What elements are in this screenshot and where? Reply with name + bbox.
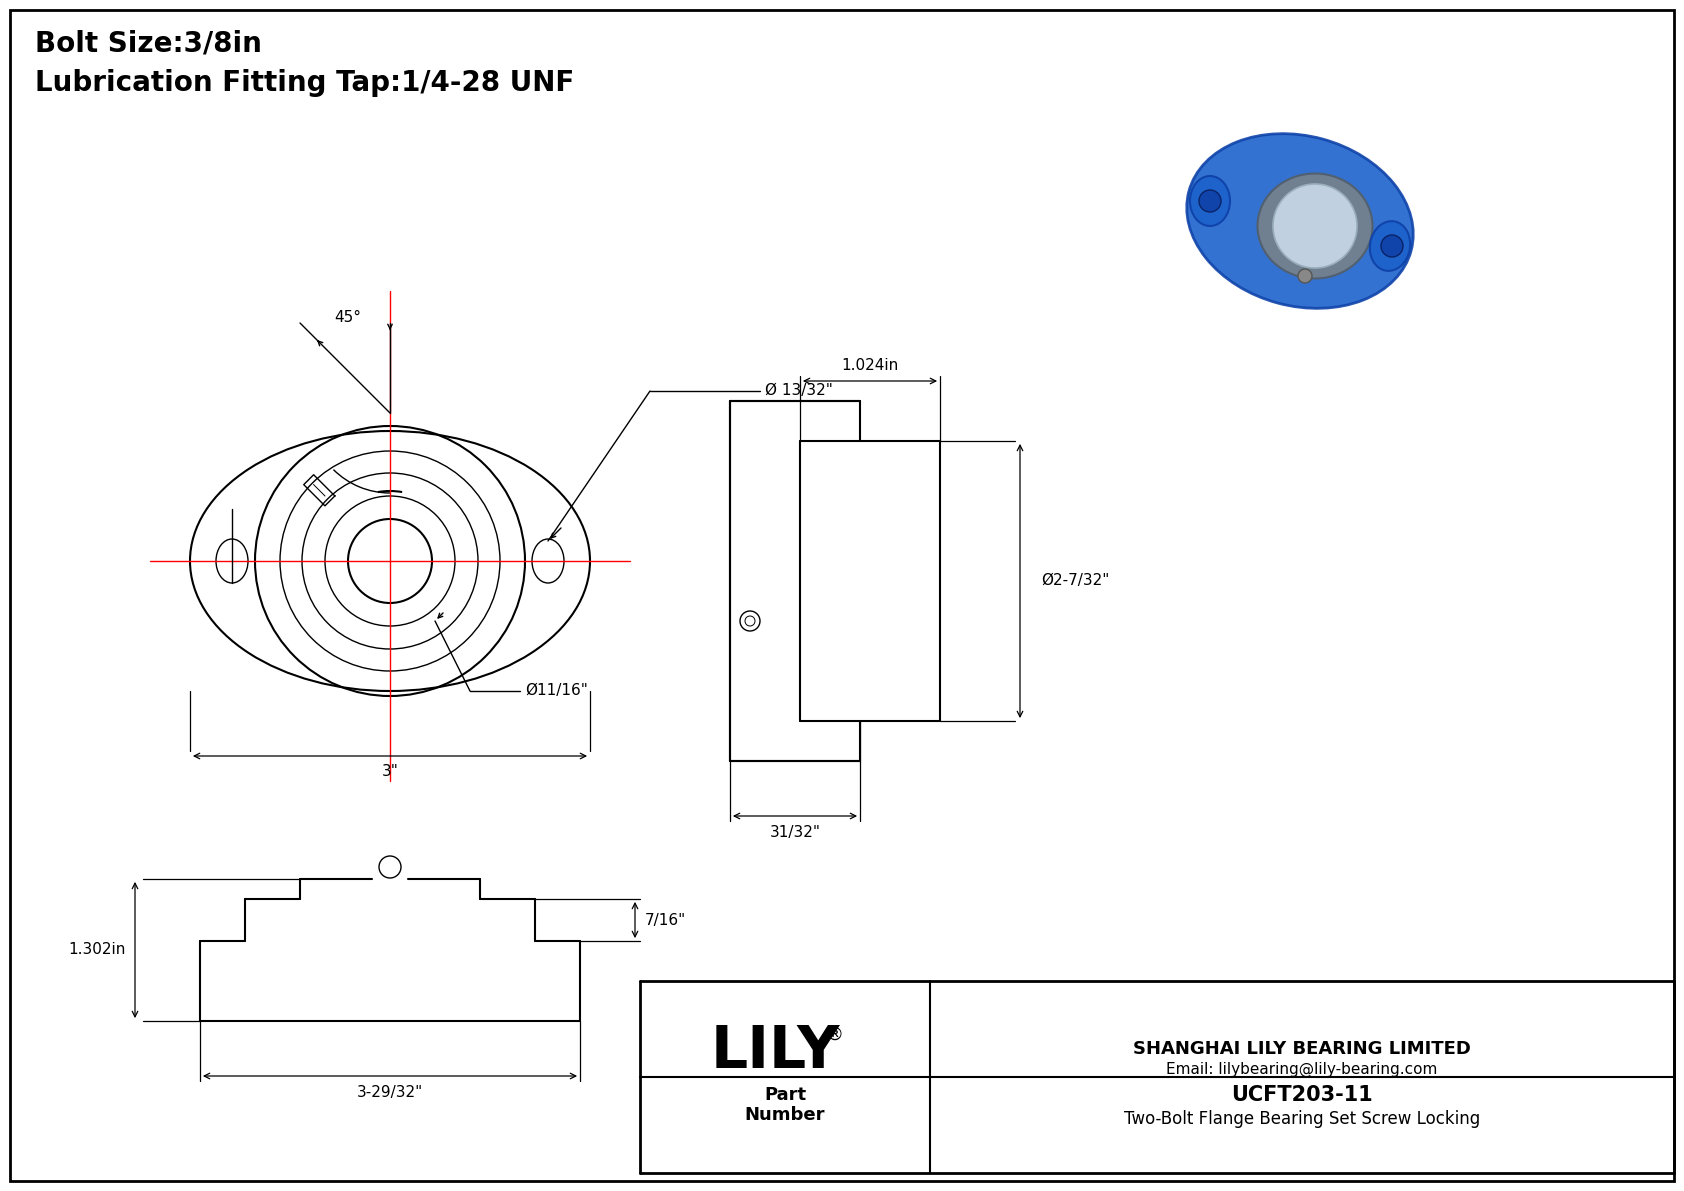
Ellipse shape [1187,133,1413,308]
Text: Email: lilybearing@lily-bearing.com: Email: lilybearing@lily-bearing.com [1167,1061,1438,1077]
Text: 1.024in: 1.024in [842,357,899,373]
Circle shape [1199,191,1221,212]
Text: ®: ® [825,1025,844,1045]
Text: Ø11/16": Ø11/16" [525,684,588,698]
Text: UCFT203-11: UCFT203-11 [1231,1085,1372,1105]
Circle shape [1381,235,1403,257]
Text: Part
Number: Part Number [744,1086,825,1124]
Circle shape [1273,183,1357,268]
Text: 3-29/32": 3-29/32" [357,1085,423,1099]
Text: Ø 13/32": Ø 13/32" [765,384,834,399]
Text: 3": 3" [382,765,399,779]
Circle shape [1298,269,1312,283]
Ellipse shape [1258,174,1372,279]
Text: Two-Bolt Flange Bearing Set Screw Locking: Two-Bolt Flange Bearing Set Screw Lockin… [1123,1110,1480,1128]
Text: 45°: 45° [335,311,362,325]
Text: Bolt Size:3/8in: Bolt Size:3/8in [35,29,263,57]
Text: 1.302in: 1.302in [69,942,126,958]
Ellipse shape [1191,176,1229,226]
Text: SHANGHAI LILY BEARING LIMITED: SHANGHAI LILY BEARING LIMITED [1133,1040,1470,1058]
Text: 31/32": 31/32" [770,824,820,840]
Text: LILY: LILY [711,1023,840,1080]
Text: Ø2-7/32": Ø2-7/32" [1041,574,1110,588]
Ellipse shape [1369,222,1410,270]
Text: 7/16": 7/16" [645,912,685,928]
Text: Lubrication Fitting Tap:1/4-28 UNF: Lubrication Fitting Tap:1/4-28 UNF [35,69,574,96]
